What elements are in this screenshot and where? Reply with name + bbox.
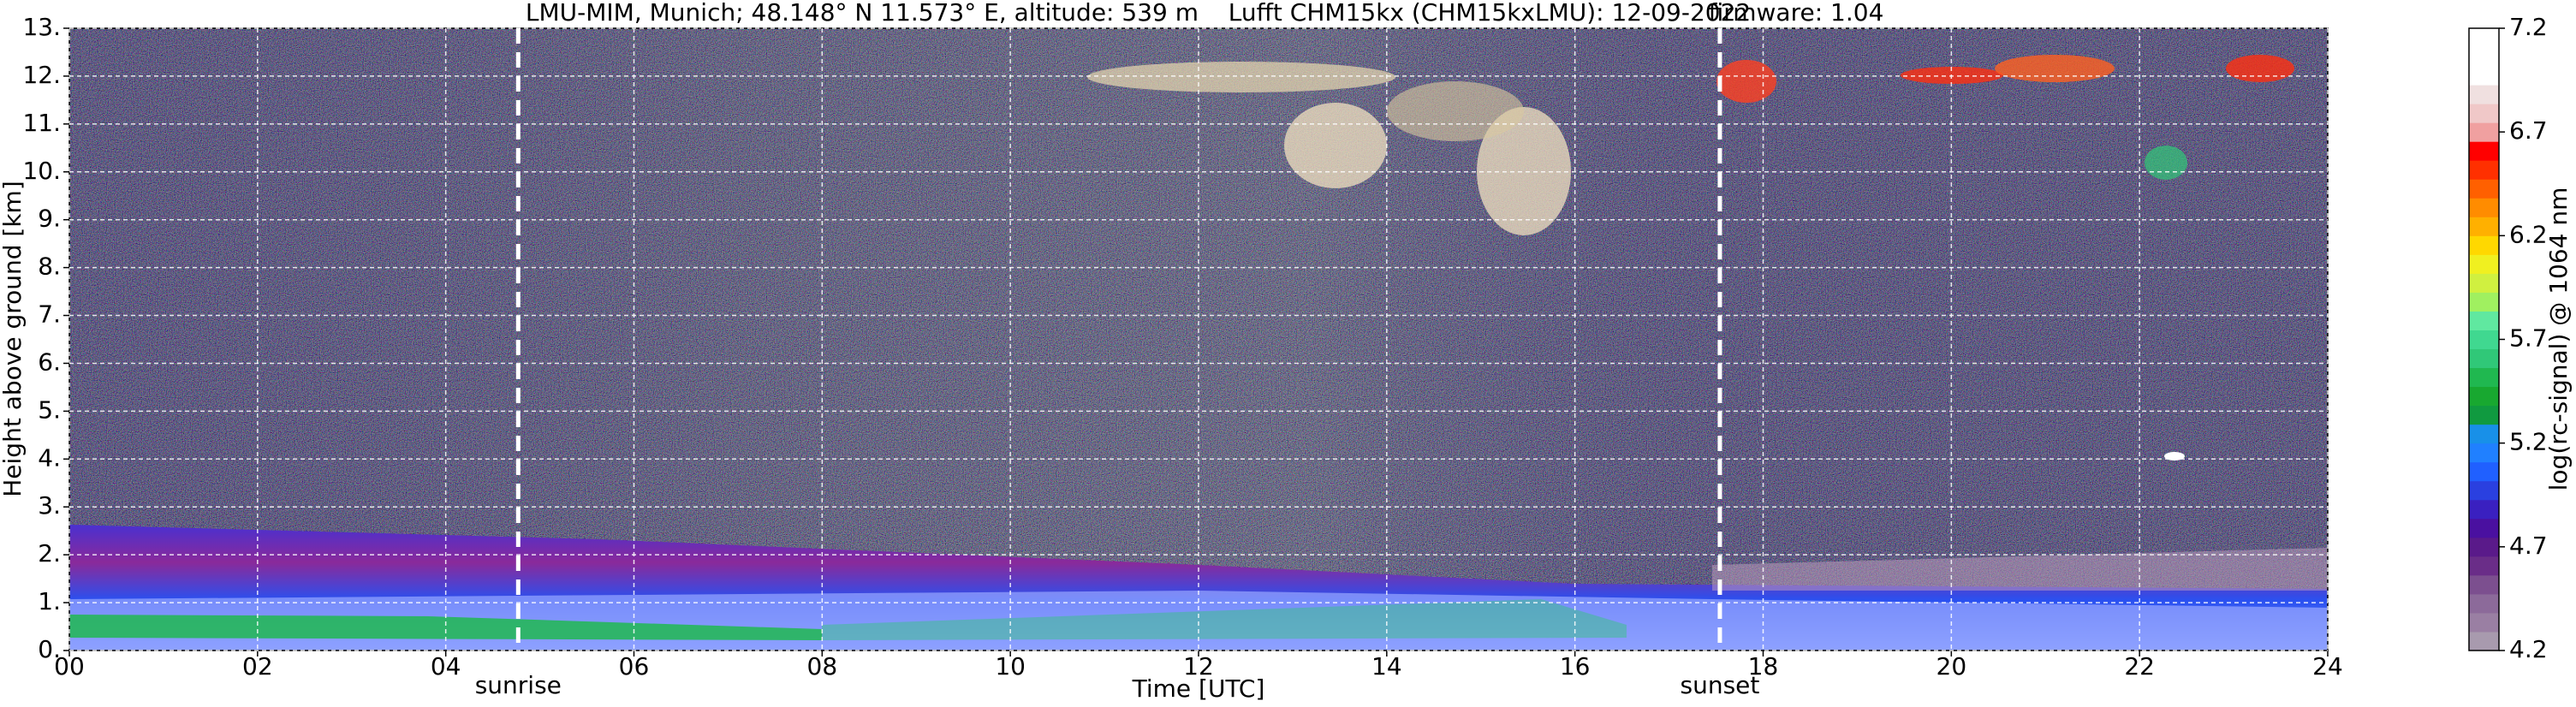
chart-title: Lufft CHM15kx (CHM15kxLMU): 12-09-2022 (1229, 0, 1751, 27)
colorbar-segment (2469, 348, 2499, 369)
x-tick-label: 04 (431, 652, 461, 680)
chart-title: LMU-MIM, Munich; 48.148° N 11.573° E, al… (526, 0, 1199, 27)
colorbar-segment (2469, 499, 2499, 520)
colorbar-segment (2469, 47, 2499, 67)
annotation-label: sunset (1681, 671, 1760, 699)
x-axis-label: Time [UTC] (1132, 674, 1265, 703)
colorbar-segment (2469, 556, 2499, 576)
y-tick-label: 9. (38, 205, 61, 233)
y-tick-label: 11. (22, 109, 61, 137)
x-tick-label: 06 (619, 652, 650, 680)
colorbar-segment (2469, 122, 2499, 142)
colorbar-segment (2469, 28, 2499, 48)
colorbar-segment (2469, 104, 2499, 123)
y-tick-label: 4. (38, 443, 61, 472)
x-tick-label: 20 (1936, 652, 1967, 680)
y-tick-label: 3. (38, 491, 61, 520)
colorbar-segment (2469, 612, 2499, 633)
x-tick-label: 22 (2124, 652, 2155, 680)
colorbar-segment (2469, 330, 2499, 350)
colorbar-segment (2469, 480, 2499, 501)
x-tick-label: 08 (807, 652, 838, 680)
chart-title: firmware: 1.04 (1709, 0, 1884, 27)
x-tick-label: 12 (1183, 652, 1214, 680)
colorbar-segment (2469, 461, 2499, 482)
colorbar-segment (2469, 179, 2499, 199)
colorbar-tick-label: 4.7 (2509, 532, 2548, 560)
colorbar-segment (2469, 235, 2499, 255)
colorbar-label: log(rc-signal) @ 1064 nm (2544, 187, 2573, 491)
colorbar-segment (2469, 198, 2499, 217)
annotation-label: sunrise (475, 671, 562, 699)
colorbar-segment (2469, 273, 2499, 293)
x-tick-label: 18 (1748, 652, 1779, 680)
colorbar-segment (2469, 367, 2499, 388)
colorbar-segment (2469, 424, 2499, 444)
colorbar-segment (2469, 518, 2499, 538)
colorbar-segment (2469, 141, 2499, 161)
colorbar-segment (2469, 85, 2499, 104)
colorbar-tick-label: 5.2 (2509, 428, 2548, 456)
colorbar-segment (2469, 537, 2499, 557)
colorbar-tick-label: 7.2 (2509, 13, 2548, 41)
colorbar-segment (2469, 443, 2499, 463)
x-tick-label: 24 (2312, 652, 2343, 680)
y-tick-label: 5. (38, 395, 61, 424)
y-tick-label: 2. (38, 539, 61, 567)
colorbar-tick-label: 4.2 (2509, 635, 2548, 663)
colorbar-tick-label: 6.2 (2509, 220, 2548, 248)
colorbar-segment (2469, 593, 2499, 614)
x-tick-label: 10 (995, 652, 1026, 680)
x-tick-label: 14 (1371, 652, 1402, 680)
y-tick-label: 8. (38, 253, 61, 281)
x-tick-label: 02 (242, 652, 273, 680)
colorbar-segment (2469, 160, 2499, 180)
colorbar-segment (2469, 66, 2499, 86)
y-tick-label: 7. (38, 300, 61, 329)
y-tick-label: 0. (38, 635, 61, 663)
y-tick-label: 1. (38, 587, 61, 615)
y-tick-label: 13. (22, 13, 61, 41)
colorbar-segment (2469, 631, 2499, 651)
colorbar-tick-label: 6.7 (2509, 116, 2548, 145)
y-tick-label: 12. (22, 61, 61, 89)
colorbar-tick-label: 5.7 (2509, 324, 2548, 353)
y-tick-label: 6. (38, 348, 61, 376)
colorbar-segment (2469, 386, 2499, 407)
colorbar-segment (2469, 574, 2499, 595)
colorbar-segment (2469, 405, 2499, 425)
x-tick-label: 00 (54, 652, 85, 680)
x-tick-label: 16 (1560, 652, 1591, 680)
colorbar-segment (2469, 292, 2499, 312)
y-axis-label: Height above ground [km] (0, 181, 27, 497)
colorbar-segment (2469, 217, 2499, 236)
colorbar-segment (2469, 254, 2499, 274)
colorbar-segment (2469, 311, 2499, 330)
y-tick-label: 10. (22, 157, 61, 185)
